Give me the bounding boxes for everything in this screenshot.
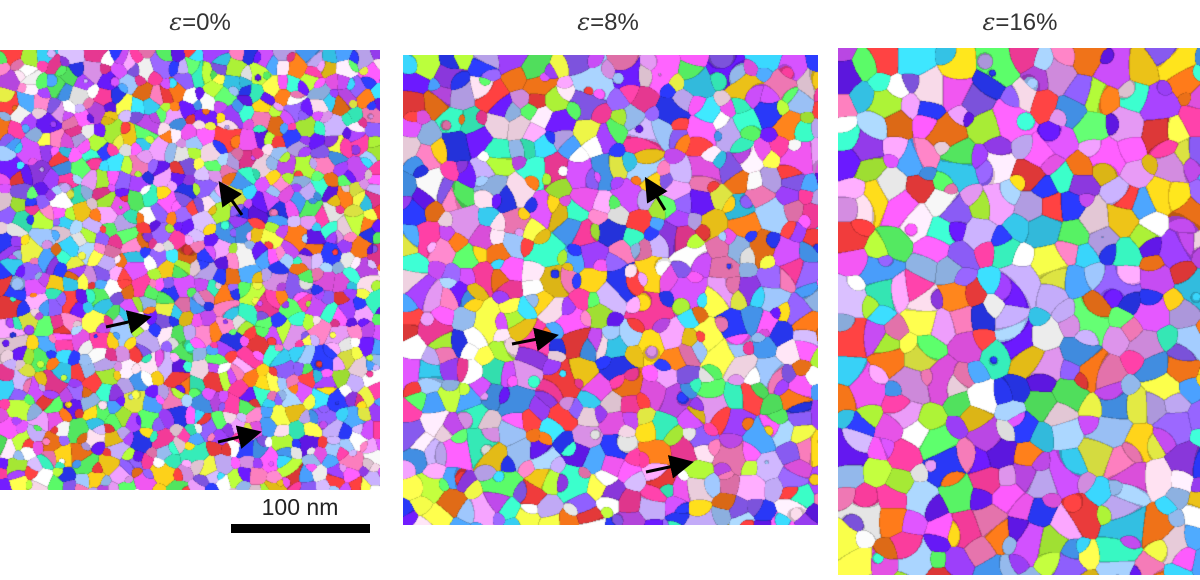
panel-title-16: ε=16% (982, 8, 1058, 36)
scale-bar-label: 100 nm (261, 494, 339, 520)
orientation-map-8 (403, 55, 818, 525)
orientation-map-0 (0, 50, 380, 490)
panel-title-0: ε=0% (169, 8, 231, 36)
orientation-map-16 (838, 48, 1200, 575)
scale-bar (231, 524, 370, 533)
panel-title-8: ε=8% (577, 8, 639, 36)
